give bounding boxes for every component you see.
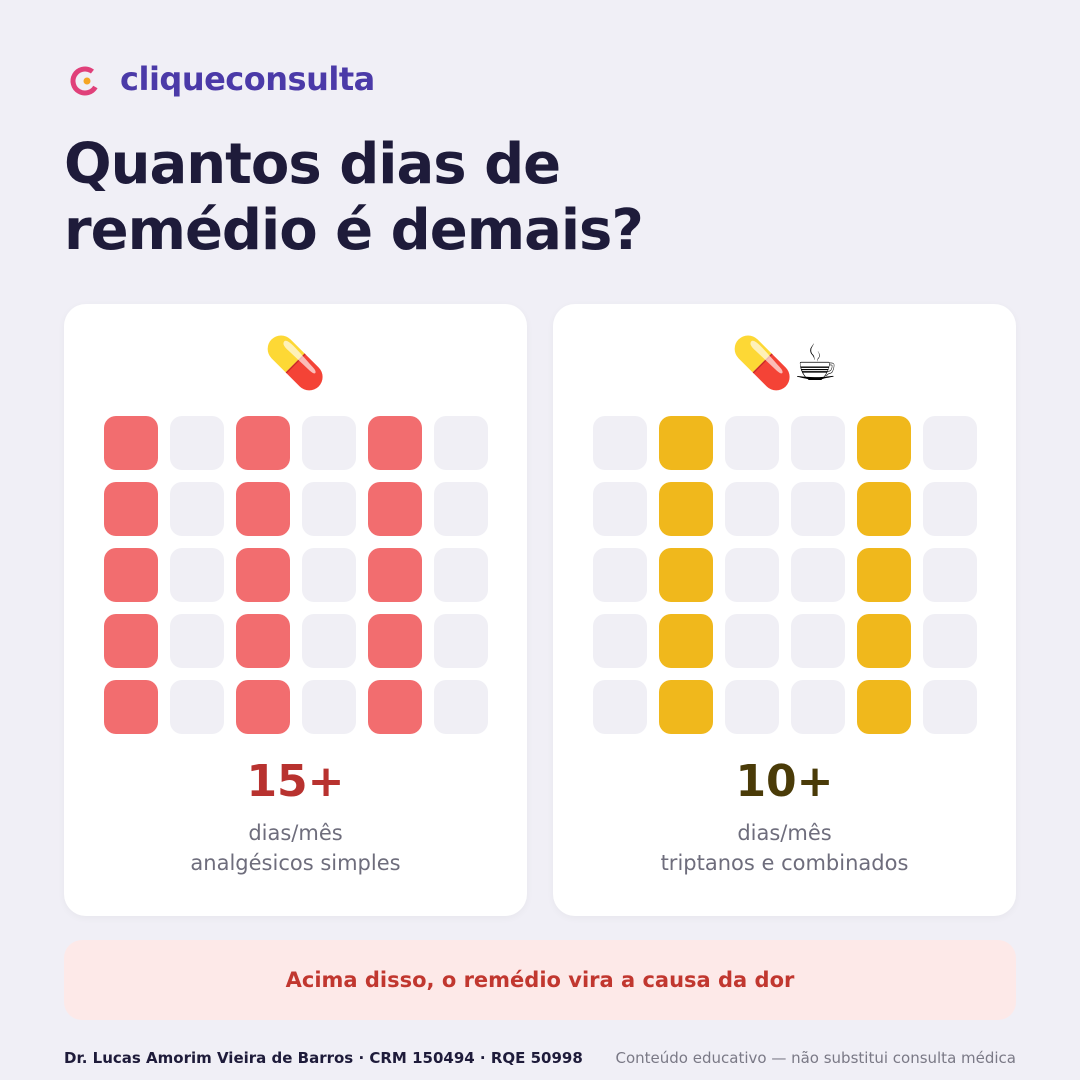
day-empty bbox=[170, 482, 224, 536]
day-empty bbox=[791, 548, 845, 602]
day-empty bbox=[923, 548, 977, 602]
day-empty bbox=[434, 416, 488, 470]
day-filled bbox=[659, 482, 713, 536]
icon: 💊☕ bbox=[730, 334, 839, 392]
day-filled bbox=[857, 416, 911, 470]
day-empty bbox=[593, 482, 647, 536]
card: 💊☕ 10+ dias/mês triptanos e combinados bbox=[553, 304, 1016, 916]
title: remédio é demais? bbox=[64, 198, 644, 263]
day-count: 15+ bbox=[246, 756, 345, 807]
day-filled bbox=[236, 614, 290, 668]
day-filled bbox=[236, 416, 290, 470]
caption: analgésicos simples bbox=[190, 851, 401, 875]
title: Quantos dias de bbox=[64, 132, 561, 197]
day-count: 10+ bbox=[735, 756, 834, 807]
day-empty bbox=[593, 548, 647, 602]
day-empty bbox=[434, 680, 488, 734]
day-filled bbox=[659, 416, 713, 470]
author: Dr. Lucas Amorim Vieira de Barros · CRM … bbox=[64, 1049, 583, 1067]
day-empty bbox=[593, 416, 647, 470]
day-filled bbox=[857, 482, 911, 536]
caption: dias/mês bbox=[248, 821, 343, 845]
day-empty bbox=[725, 416, 779, 470]
day-filled bbox=[659, 548, 713, 602]
icon: 💊 bbox=[264, 334, 327, 392]
logo: cliqueconsulta bbox=[120, 60, 375, 98]
banner: Acima disso, o remédio vira a causa da d… bbox=[64, 940, 1016, 1020]
day-empty bbox=[593, 614, 647, 668]
logo-mark bbox=[70, 66, 100, 96]
day-empty bbox=[302, 416, 356, 470]
card: 💊 15+ dias/mês analgésicos simples bbox=[64, 304, 527, 916]
day-filled bbox=[236, 680, 290, 734]
day-empty bbox=[725, 482, 779, 536]
day-filled bbox=[104, 548, 158, 602]
day-empty bbox=[791, 680, 845, 734]
day-empty bbox=[923, 416, 977, 470]
day-empty bbox=[302, 482, 356, 536]
day-empty bbox=[302, 680, 356, 734]
day-filled bbox=[368, 680, 422, 734]
day-empty bbox=[923, 614, 977, 668]
day-filled bbox=[659, 614, 713, 668]
day-empty bbox=[923, 482, 977, 536]
day-filled bbox=[104, 680, 158, 734]
day-empty bbox=[791, 416, 845, 470]
day-empty bbox=[302, 548, 356, 602]
day-empty bbox=[434, 614, 488, 668]
day-empty bbox=[593, 680, 647, 734]
day-filled bbox=[104, 482, 158, 536]
day-filled bbox=[368, 548, 422, 602]
caption: triptanos e combinados bbox=[660, 851, 909, 875]
day-filled bbox=[368, 416, 422, 470]
day-empty bbox=[725, 548, 779, 602]
day-empty bbox=[302, 614, 356, 668]
day-filled bbox=[236, 548, 290, 602]
day-empty bbox=[170, 614, 224, 668]
day-empty bbox=[791, 614, 845, 668]
day-empty bbox=[725, 614, 779, 668]
day-empty bbox=[923, 680, 977, 734]
day-filled bbox=[857, 548, 911, 602]
day-empty bbox=[725, 680, 779, 734]
day-empty bbox=[791, 482, 845, 536]
day-filled bbox=[104, 614, 158, 668]
day-filled bbox=[857, 680, 911, 734]
caption: dias/mês bbox=[737, 821, 832, 845]
day-filled bbox=[368, 614, 422, 668]
day-empty bbox=[170, 548, 224, 602]
day-empty bbox=[434, 548, 488, 602]
day-filled bbox=[368, 482, 422, 536]
day-empty bbox=[434, 482, 488, 536]
day-filled bbox=[104, 416, 158, 470]
day-filled bbox=[659, 680, 713, 734]
day-empty bbox=[170, 416, 224, 470]
day-empty bbox=[170, 680, 224, 734]
disclaimer: Conteúdo educativo — não substitui consu… bbox=[615, 1049, 1016, 1067]
day-filled bbox=[236, 482, 290, 536]
day-filled bbox=[857, 614, 911, 668]
